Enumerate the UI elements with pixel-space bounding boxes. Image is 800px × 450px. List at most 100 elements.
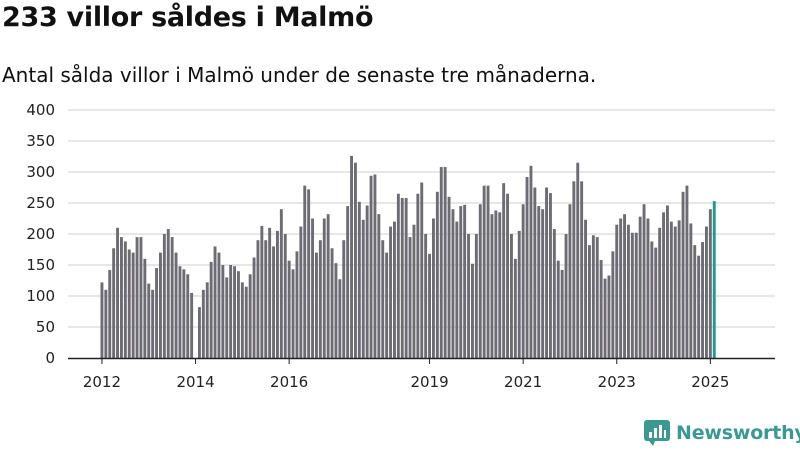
bar <box>127 249 131 358</box>
bar <box>541 209 545 358</box>
bar <box>537 206 541 358</box>
bar <box>408 237 412 358</box>
y-tick-label: 100 <box>26 287 55 305</box>
bar <box>638 216 642 358</box>
bar <box>287 260 291 358</box>
bar <box>404 198 408 358</box>
bar <box>311 218 314 358</box>
bar <box>420 182 424 358</box>
bar <box>697 255 701 358</box>
bar <box>139 237 143 358</box>
bar <box>299 226 303 358</box>
bar <box>467 234 470 358</box>
bar <box>615 224 619 358</box>
bar <box>525 176 529 358</box>
bar <box>502 183 506 358</box>
bar <box>151 289 155 358</box>
bar <box>478 204 482 358</box>
bar <box>143 258 147 358</box>
bar <box>357 201 361 358</box>
bar <box>256 240 260 358</box>
bar <box>389 226 392 358</box>
y-tick-label: 250 <box>26 194 55 212</box>
bar <box>439 167 443 358</box>
bar <box>634 232 638 358</box>
chart-title: 233 villor såldes i Malmö <box>2 2 374 33</box>
bar <box>630 232 634 358</box>
bar <box>611 251 615 358</box>
bar <box>342 240 346 358</box>
bar <box>412 224 416 358</box>
bar <box>135 237 139 358</box>
bar <box>506 193 509 358</box>
bar <box>471 263 474 358</box>
bar <box>178 266 182 358</box>
bar <box>100 282 104 358</box>
bar <box>443 167 447 358</box>
bar <box>654 247 658 358</box>
bar <box>268 227 272 358</box>
bar <box>385 252 389 358</box>
bar <box>162 234 166 358</box>
bar <box>396 193 400 358</box>
bar <box>642 204 646 358</box>
bars <box>100 155 716 358</box>
bar <box>334 263 338 358</box>
bar <box>116 227 119 358</box>
bar <box>276 230 279 358</box>
bar <box>104 289 108 358</box>
bar <box>545 187 548 358</box>
bar <box>685 185 689 358</box>
bar <box>174 252 178 358</box>
bar <box>662 212 665 358</box>
bar <box>603 278 607 358</box>
bar <box>237 271 240 358</box>
bar <box>568 204 572 358</box>
bar <box>455 221 459 358</box>
bar <box>510 234 513 358</box>
y-tick-label: 200 <box>26 225 55 243</box>
newsworthy-bar-chart-logo-icon <box>644 420 670 446</box>
bar <box>529 165 533 358</box>
x-tick-label: 2019 <box>410 373 448 391</box>
bar <box>291 269 295 358</box>
bar <box>599 260 603 358</box>
bar <box>482 185 486 358</box>
bar <box>424 234 428 358</box>
bar <box>322 218 326 358</box>
bar <box>432 218 435 358</box>
bar <box>240 282 244 358</box>
bar <box>108 269 112 358</box>
bar <box>354 162 357 358</box>
bar <box>435 191 439 358</box>
bar <box>677 220 681 358</box>
bar <box>373 174 377 358</box>
annotations: 233 <box>714 0 746 5</box>
bar <box>170 237 174 358</box>
bar <box>463 204 467 358</box>
bar <box>701 242 704 358</box>
brand-name: Newsworthy <box>676 422 800 444</box>
bar <box>381 240 385 358</box>
bar <box>318 240 322 358</box>
bar <box>681 191 685 358</box>
y-tick-label: 350 <box>26 132 55 150</box>
bar <box>712 201 716 358</box>
x-tick-label: 2014 <box>176 373 214 391</box>
y-tick-label: 300 <box>26 163 55 181</box>
bar <box>595 237 599 358</box>
bar <box>315 252 318 358</box>
bar <box>338 279 342 358</box>
x-tick-label: 2016 <box>270 373 308 391</box>
bar <box>350 155 353 358</box>
bar <box>689 223 693 358</box>
bar <box>295 251 299 358</box>
bar <box>131 252 135 358</box>
bar <box>209 261 213 358</box>
bar <box>521 204 525 358</box>
bar <box>377 214 381 358</box>
bar <box>330 248 334 358</box>
bar <box>393 221 396 358</box>
bar <box>400 198 404 358</box>
